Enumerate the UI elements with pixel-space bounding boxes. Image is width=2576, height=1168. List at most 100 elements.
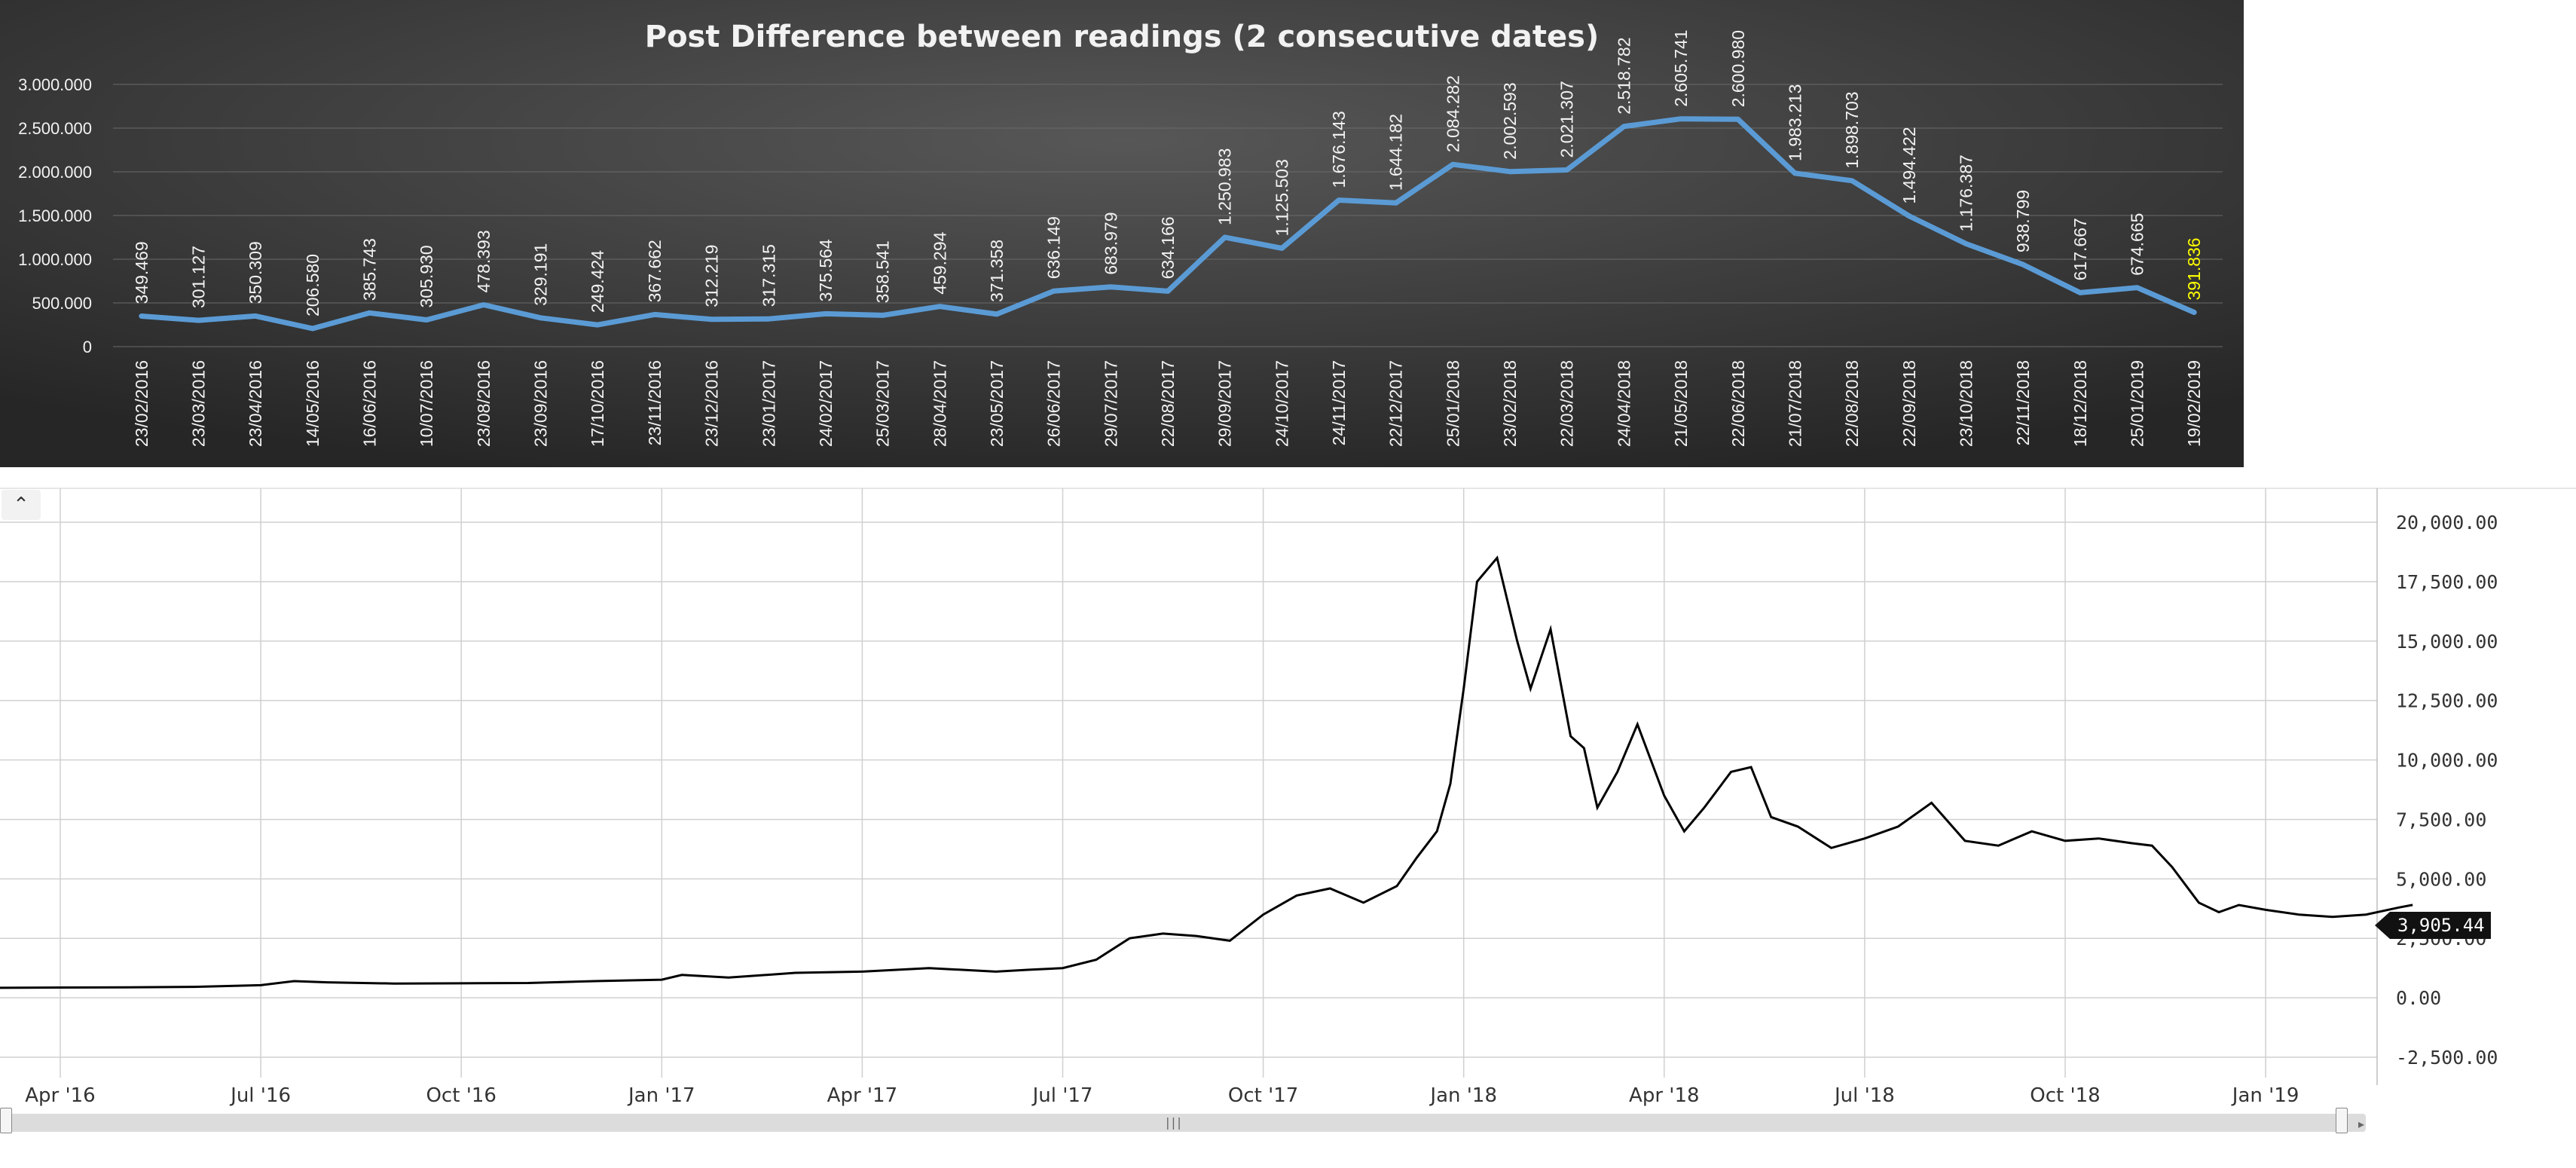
- price-badge-pointer: [2375, 912, 2390, 939]
- data-label: 1.250.983: [1215, 148, 1235, 225]
- x-tick-label: 23/04/2016: [246, 360, 265, 447]
- price-x-tick-label: Oct '18: [2030, 1084, 2100, 1107]
- y-tick-label: 500.000: [32, 294, 92, 313]
- x-tick-label: 25/01/2019: [2127, 360, 2147, 447]
- x-axis-ticks: 23/02/2016 23/03/2016 23/04/2016 14/05/2016…: [132, 360, 2204, 447]
- y-tick-label: 3.000.000: [18, 75, 92, 94]
- price-x-tick-label: Apr '18: [1629, 1084, 1699, 1107]
- price-y-tick-label: 10,000.00: [2396, 750, 2498, 772]
- x-tick-label: 18/12/2018: [2070, 360, 2090, 447]
- x-tick-label: 22/09/2018: [1899, 360, 1919, 447]
- x-tick-label: 19/02/2019: [2184, 360, 2204, 447]
- plot-area: [0, 482, 2377, 1078]
- x-tick-label: 23/03/2016: [189, 360, 209, 447]
- scrollbar-right-handle[interactable]: [2336, 1108, 2348, 1133]
- collapse-button[interactable]: ⌃: [2, 490, 41, 520]
- price-line: [0, 555, 2413, 989]
- price-series: [0, 555, 2413, 989]
- x-tick-label: 21/05/2018: [1671, 360, 1691, 447]
- price-y-tick-label: 7,500.00: [2396, 809, 2486, 830]
- data-label: 478.393: [474, 230, 494, 292]
- price-x-tick-label: Apr '17: [827, 1084, 897, 1107]
- x-tick-label: 23/12/2016: [702, 360, 722, 447]
- y-gridlines: [113, 84, 2223, 347]
- data-label: 2.021.307: [1557, 81, 1577, 157]
- x-tick-label: 24/11/2017: [1329, 360, 1349, 445]
- chart-background: [0, 0, 2244, 467]
- x-tick-label: 26/06/2017: [1044, 360, 1064, 447]
- x-tick-label: 24/02/2017: [816, 360, 836, 447]
- data-label: 1.494.422: [1899, 127, 1919, 203]
- price-y-tick-label: 0.00: [2396, 987, 2441, 1009]
- x-tick-label: 22/03/2018: [1557, 360, 1577, 447]
- data-label: 2.605.741: [1671, 29, 1691, 106]
- x-tick-label: 23/05/2017: [987, 360, 1007, 447]
- y-tick-label: 2.000.000: [18, 163, 92, 182]
- price-y-tick-label: 5,000.00: [2396, 868, 2486, 890]
- x-tick-label: 23/10/2018: [1956, 360, 1976, 447]
- data-label: 2.518.782: [1614, 37, 1633, 114]
- scrollbar-grip-icon[interactable]: |||: [1164, 1115, 1183, 1130]
- x-tick-label: 29/07/2017: [1101, 360, 1120, 447]
- timeline-scrollbar[interactable]: [0, 1114, 2366, 1132]
- data-label: 329.191: [531, 243, 551, 306]
- data-label: 350.309: [246, 241, 265, 304]
- x-tick-label: 22/12/2017: [1386, 360, 1406, 447]
- price-y-ticks: 20,000.00 17,500.00 15,000.00 12,500.00 10,0…: [2396, 512, 2498, 1069]
- difference-series: [139, 116, 2197, 332]
- chevron-up-icon: ⌃: [13, 494, 29, 516]
- data-label: 249.424: [588, 250, 607, 313]
- data-label: 683.979: [1101, 213, 1120, 275]
- data-label: 367.662: [645, 240, 665, 302]
- x-tick-label: 25/03/2017: [873, 360, 893, 447]
- data-label: 459.294: [930, 231, 949, 294]
- data-label: 371.358: [987, 240, 1007, 302]
- price-x-ticks: Apr '16 Jul '16 Oct '16 Jan '17 Apr '17 Jul '…: [25, 1084, 2299, 1107]
- price-x-tick-label: Oct '16: [426, 1084, 496, 1107]
- data-label: 1.898.703: [1842, 91, 1862, 168]
- data-label: 305.930: [417, 245, 436, 307]
- data-label: 2.002.593: [1500, 82, 1520, 159]
- data-label: 206.580: [303, 254, 322, 316]
- price-x-tick-label: Jul '16: [229, 1084, 291, 1107]
- price-y-tick-label: 17,500.00: [2396, 571, 2498, 593]
- data-label: 349.469: [132, 241, 151, 304]
- data-label: 1.176.387: [1956, 154, 1976, 231]
- data-label: 1.676.143: [1329, 111, 1349, 188]
- price-chart: 20,000.00 17,500.00 15,000.00 12,500.00 10,0…: [0, 482, 2576, 1107]
- price-x-tick-label: Jan '17: [627, 1084, 695, 1107]
- y-tick-label: 2.500.000: [18, 119, 92, 138]
- data-label: 1.125.503: [1272, 159, 1291, 236]
- scrollbar-left-handle[interactable]: [0, 1108, 12, 1133]
- data-label: 1.983.213: [1785, 84, 1804, 161]
- last-price-badge: 3,905.44: [2390, 912, 2491, 939]
- price-x-tick-label: Jan '18: [1429, 1084, 1497, 1107]
- scroll-right-arrow-icon[interactable]: ▸: [2358, 1117, 2365, 1131]
- data-label: 617.667: [2070, 218, 2090, 280]
- price-x-tick-label: Jul '17: [1031, 1084, 1093, 1107]
- x-tick-label: 22/06/2018: [1728, 360, 1748, 447]
- x-tick-label: 10/07/2016: [417, 360, 436, 447]
- x-tick-label: 24/04/2018: [1614, 360, 1633, 447]
- data-label: 674.665: [2127, 213, 2147, 276]
- price-y-tick-label: 12,500.00: [2396, 690, 2498, 712]
- data-label: 312.219: [702, 245, 722, 307]
- price-y-tick-label: 20,000.00: [2396, 512, 2498, 534]
- x-tick-label: 23/08/2016: [474, 360, 494, 447]
- price-x-tick-label: Jul '18: [1833, 1084, 1895, 1107]
- x-tick-label: 24/10/2017: [1272, 360, 1291, 447]
- x-tick-label: 23/02/2018: [1500, 360, 1520, 447]
- y-tick-label: 1.500.000: [18, 206, 92, 225]
- y-tick-label: 0: [83, 338, 92, 356]
- data-label: 391.836: [2184, 237, 2204, 300]
- x-tick-label: 22/11/2018: [2013, 360, 2033, 445]
- x-tick-label: 14/05/2016: [303, 360, 322, 447]
- data-label: 2.084.282: [1443, 75, 1462, 152]
- data-label: 375.564: [816, 239, 836, 301]
- x-tick-label: 17/10/2016: [588, 360, 607, 447]
- chart-title: Post Difference between readings (2 cons…: [645, 20, 1599, 54]
- price-x-tick-label: Jan '19: [2231, 1084, 2299, 1107]
- difference-chart: Post Difference between readings (2 cons…: [0, 0, 2244, 467]
- x-tick-label: 16/06/2016: [360, 360, 380, 447]
- data-labels: 349.469 301.127 350.309 206.580 385.743 305.9…: [132, 29, 2204, 316]
